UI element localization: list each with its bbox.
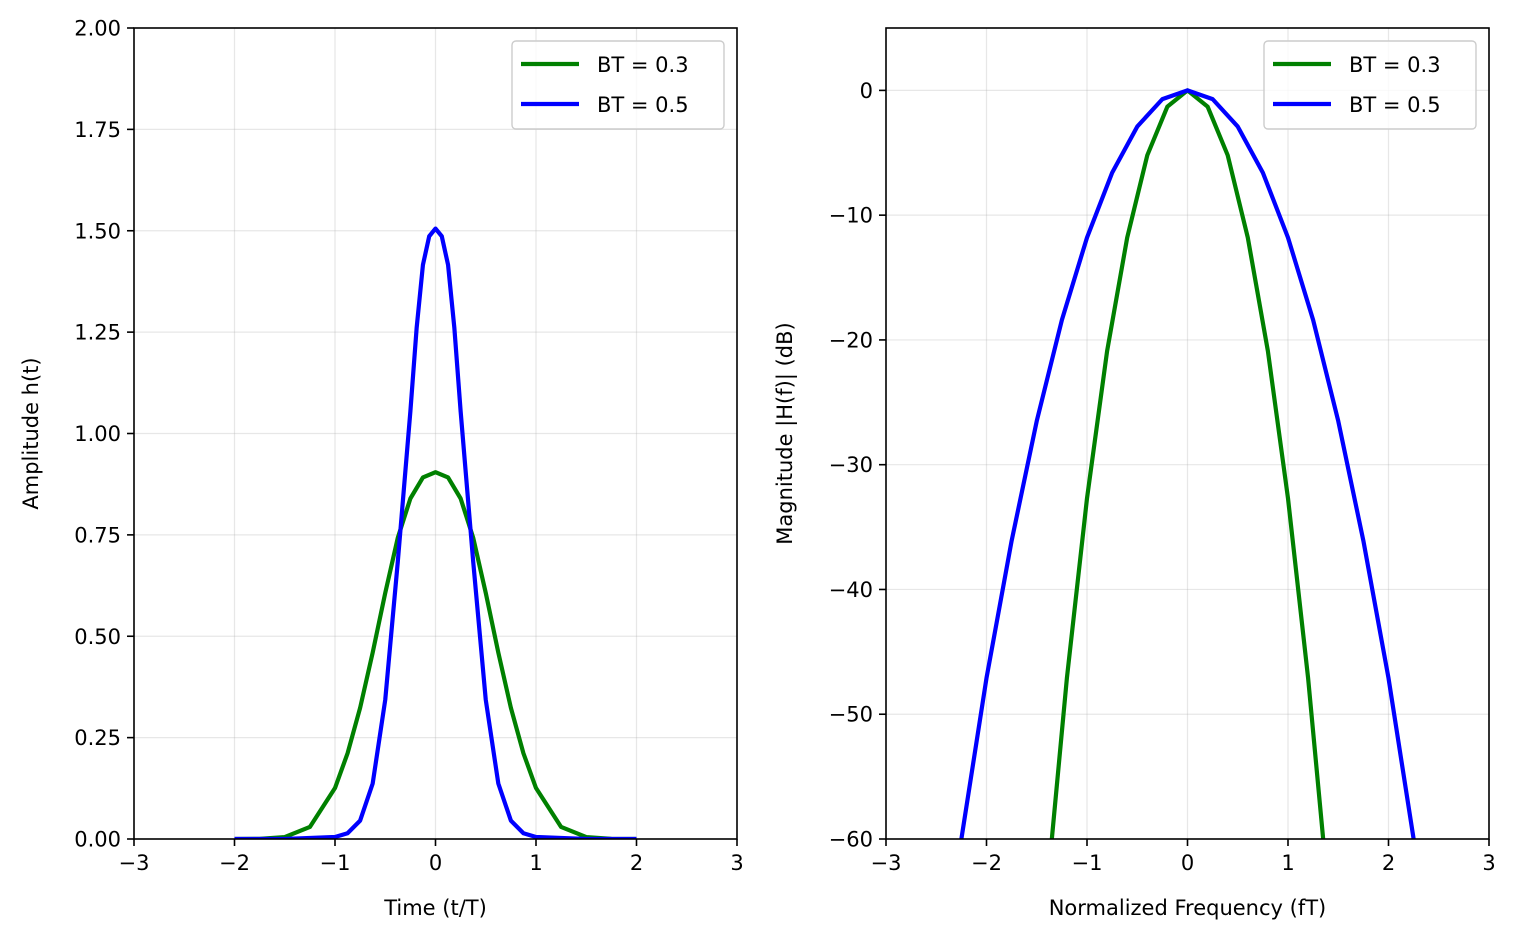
y-tick-label: −10 bbox=[829, 204, 873, 228]
x-tick-label: 1 bbox=[1281, 851, 1294, 875]
series-line-bt-0-5 bbox=[959, 88, 1416, 839]
y-tick-label: 0.75 bbox=[74, 523, 121, 547]
x-axis-label: Normalized Frequency (fT) bbox=[1049, 896, 1327, 920]
x-tick-label: −3 bbox=[119, 851, 150, 875]
y-tick-label: −30 bbox=[829, 453, 873, 477]
x-tick-label: 0 bbox=[1181, 851, 1194, 875]
legend-label: BT = 0.5 bbox=[597, 93, 689, 117]
x-tick-label: 0 bbox=[429, 851, 442, 875]
x-tick-label: 1 bbox=[529, 851, 542, 875]
x-tick-label: −1 bbox=[1072, 851, 1103, 875]
y-tick-label: 0 bbox=[860, 79, 873, 103]
y-axis-label: Amplitude h(t) bbox=[19, 357, 43, 509]
legend-label: BT = 0.3 bbox=[1349, 53, 1441, 77]
legend-label: BT = 0.5 bbox=[1349, 93, 1441, 117]
x-tick-label: 2 bbox=[630, 851, 643, 875]
series-line-bt-0-5 bbox=[234, 226, 637, 839]
y-tick-label: 1.75 bbox=[74, 118, 121, 142]
y-axis-label: Magnitude |H(f)| (dB) bbox=[773, 322, 798, 544]
y-tick-label: 1.25 bbox=[74, 321, 121, 345]
x-axis-label: Time (t/T) bbox=[383, 896, 487, 920]
legend: BT = 0.3 BT = 0.5 bbox=[1263, 40, 1477, 130]
y-tick-label: −40 bbox=[829, 578, 873, 602]
x-tick-label: 3 bbox=[730, 851, 743, 875]
y-tick-label: 1.50 bbox=[74, 219, 121, 243]
x-tick-label: −2 bbox=[219, 851, 250, 875]
y-tick-label: −50 bbox=[829, 703, 873, 727]
y-tick-label: 0.00 bbox=[74, 828, 121, 852]
chart-panel-1: −3 −2 −1 0 1 2 3 0.00 0.25 0.50 0.75 1.00 1.25 1.50 1.… bbox=[19, 17, 744, 921]
chart-panel-2: −3 −2 −1 0 1 2 3−60−50−40−30−20−100Normalized … bbox=[773, 27, 1496, 920]
y-tick-label: 1.00 bbox=[74, 422, 121, 446]
legend: BT = 0.3 BT = 0.5 bbox=[511, 40, 725, 130]
legend-label: BT = 0.3 bbox=[597, 53, 689, 77]
x-tick-label: −3 bbox=[871, 851, 902, 875]
x-tick-label: 3 bbox=[1482, 851, 1495, 875]
y-tick-label: 0.25 bbox=[74, 726, 121, 750]
y-tick-label: 0.50 bbox=[74, 625, 121, 649]
x-tick-label: −1 bbox=[320, 851, 351, 875]
x-tick-label: 2 bbox=[1382, 851, 1395, 875]
y-tick-label: −20 bbox=[829, 328, 873, 352]
series-line-bt-0-3 bbox=[234, 470, 637, 839]
x-tick-label: −2 bbox=[971, 851, 1002, 875]
y-tick-label: 2.00 bbox=[74, 17, 121, 41]
y-tick-label: −60 bbox=[829, 828, 873, 852]
